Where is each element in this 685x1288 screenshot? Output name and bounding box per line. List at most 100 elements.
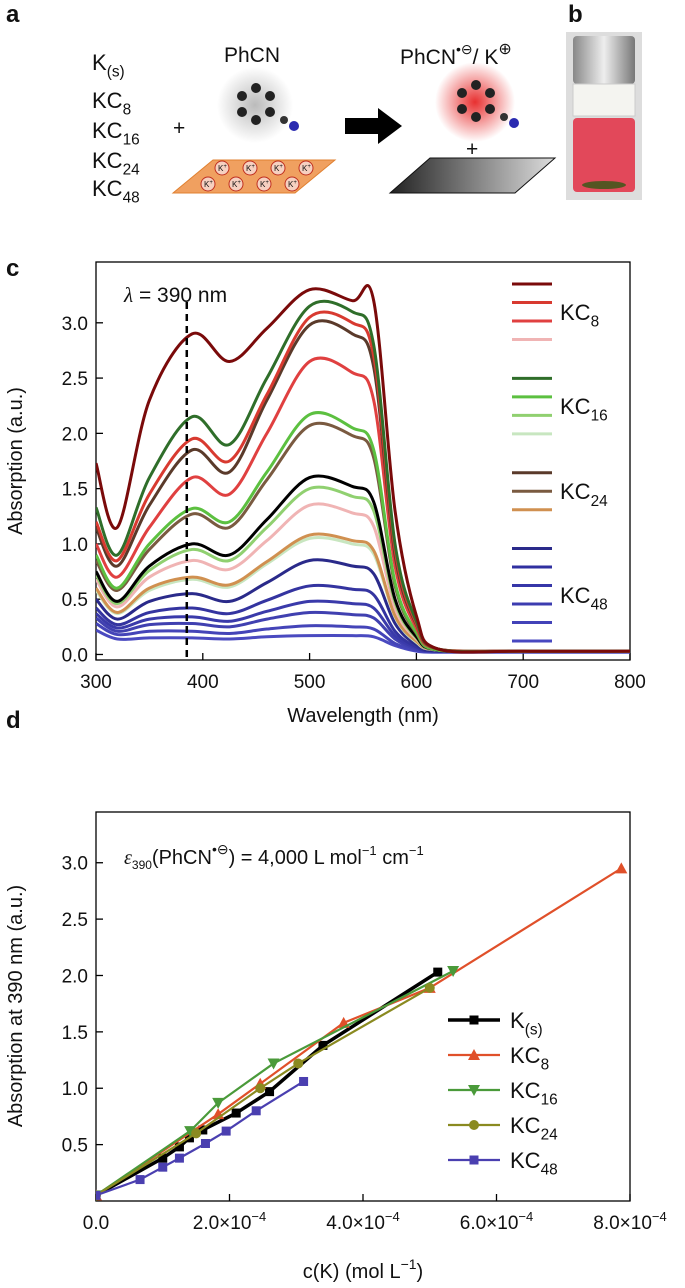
x-axis-label: Wavelength (nm) [287, 705, 439, 727]
marker [424, 982, 435, 993]
arrow [345, 108, 402, 144]
panel-label: b [568, 1, 583, 28]
ion-label: K+ [218, 164, 227, 173]
ion-label: K+ [232, 180, 241, 189]
spectrum-line [96, 284, 630, 654]
x-tick-label: 4.0×10−4 [326, 1209, 399, 1234]
ion [256, 176, 272, 192]
y-tick-label: 1.0 [62, 535, 88, 556]
marker [184, 1126, 197, 1138]
panel-label: d [6, 707, 21, 734]
x-tick-label: 600 [401, 672, 433, 693]
marker [469, 1120, 479, 1130]
annotation-part: −1 [409, 843, 424, 858]
marker [255, 1083, 266, 1094]
marker [231, 1108, 241, 1118]
label: KC8 [92, 88, 131, 119]
ion [228, 176, 244, 192]
ion-label: K+ [288, 180, 297, 189]
reagent: PhCN [224, 44, 280, 67]
marker [267, 1058, 280, 1070]
y-tick-label: 2.5 [62, 910, 88, 931]
ion [284, 176, 300, 192]
label: KC16 [510, 1078, 558, 1109]
vial-cap [573, 36, 635, 84]
marker [299, 1076, 309, 1086]
marker [158, 1162, 168, 1172]
y-tick-label: 2.0 [62, 424, 88, 445]
y-tick-label: 1.5 [62, 480, 88, 501]
marker [158, 1153, 168, 1163]
spectrum-line [96, 532, 630, 653]
x-tick-label: 6.0×10−4 [460, 1209, 533, 1234]
product-part: PhCN [400, 46, 456, 69]
spectrum-line [96, 310, 630, 654]
x-tick-label: 800 [614, 672, 646, 693]
plot-frame [95, 261, 631, 661]
y-tick-label: 3.0 [62, 854, 88, 875]
x-tick-label: 2.0×10−4 [193, 1209, 266, 1234]
marker [135, 1175, 145, 1185]
x-tick-label: 300 [80, 672, 112, 693]
panel-label: c [6, 255, 19, 282]
series-line [96, 867, 622, 1197]
x-tick-label: 400 [187, 672, 219, 693]
spectrum-line [96, 319, 630, 654]
annotation-part: cm [377, 847, 409, 869]
y-axis-label: Absorption (a.u.) [5, 387, 27, 535]
label: KC24 [510, 1113, 558, 1144]
annotation: ε390(PhCN•⊖) = 4,000 L mol−1 cm−1 [124, 841, 424, 872]
plus: + [466, 138, 478, 161]
y-tick-label: 2.5 [62, 369, 88, 390]
marker [447, 965, 460, 977]
molecule [457, 80, 519, 128]
graphite-plate [388, 157, 557, 194]
marker [293, 1058, 304, 1069]
marker [265, 1087, 275, 1097]
x-tick-label: 700 [507, 672, 539, 693]
marker [174, 1142, 184, 1152]
ion-label: K+ [260, 180, 269, 189]
label: KC8 [560, 300, 599, 331]
marker [200, 1138, 210, 1148]
label: KC16 [560, 394, 608, 425]
annotation-part: 390 [132, 858, 152, 872]
marker [615, 862, 628, 874]
marker [221, 1126, 231, 1136]
plus: + [173, 117, 185, 140]
label: KC24 [560, 479, 608, 510]
y-tick-label: 1.0 [62, 1079, 88, 1100]
marker [251, 1106, 261, 1116]
ion-label: K+ [246, 164, 255, 173]
marker [96, 1190, 101, 1200]
label-part: −1 [401, 1256, 417, 1272]
marker [469, 1155, 479, 1165]
ion [200, 176, 216, 192]
label-part: c(K) (mol L [303, 1261, 401, 1283]
label: KC48 [510, 1148, 558, 1179]
marker [174, 1153, 184, 1163]
y-tick-label: 3.0 [62, 314, 88, 335]
annotation-part: ε [124, 847, 132, 869]
label-part: ) [417, 1261, 424, 1283]
product: PhCN•⊖/ K⊕ [400, 41, 512, 69]
marker [212, 1097, 225, 1109]
y-tick-label: 0.5 [62, 590, 88, 611]
label: K(s) [92, 50, 125, 81]
molecule-glow [217, 67, 293, 143]
x-tick-label: 0.0 [83, 1213, 109, 1234]
vial-residue [582, 181, 626, 189]
marker [468, 1085, 480, 1096]
annotation-part: (PhCN [152, 847, 212, 869]
annotation-part: •⊖ [212, 841, 229, 857]
marker [191, 1128, 202, 1139]
ion-label: K+ [302, 164, 311, 173]
x-tick-label: 8.0×10−4 [593, 1209, 666, 1234]
panel-label: a [6, 1, 20, 28]
label: KC16 [92, 118, 140, 149]
annotation-part: ) = 4,000 L mol [229, 847, 362, 869]
label: KC24 [92, 148, 140, 179]
product-part: •⊖ [456, 41, 473, 57]
ion-label: K+ [204, 180, 213, 189]
